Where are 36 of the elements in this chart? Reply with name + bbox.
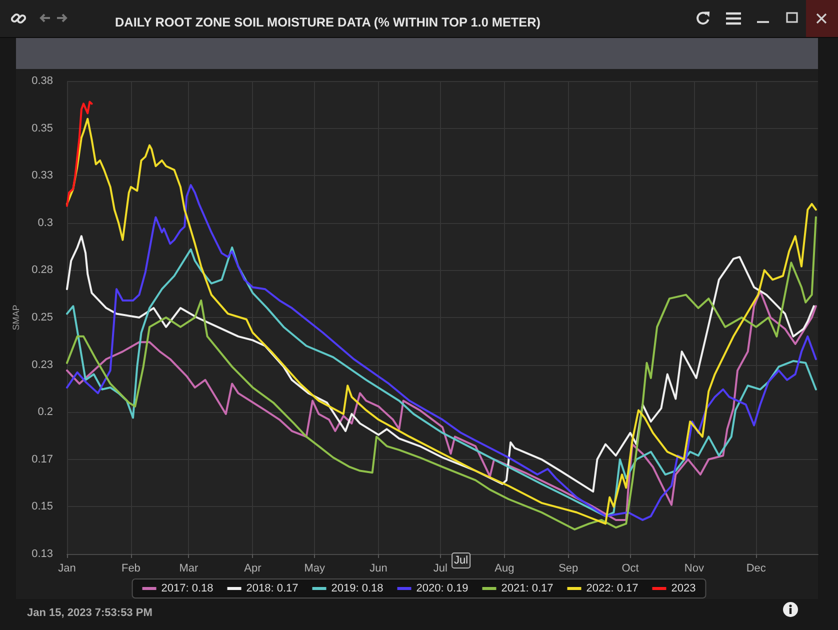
x-tick-label: Mar — [179, 562, 199, 574]
y-tick-label: 0.13 — [32, 548, 53, 560]
y-tick-label: 0.28 — [32, 264, 53, 276]
y-tick-label: 0.35 — [32, 122, 53, 134]
legend-label: 2022: 0.17 — [586, 582, 638, 594]
y-tick-label: 0.25 — [32, 312, 53, 324]
x-tick-label: Dec — [746, 562, 766, 574]
y-tick-label: 0.23 — [32, 358, 53, 371]
line-series — [66, 118, 817, 525]
x-tick-label: Jun — [370, 562, 388, 574]
x-tick-label: Sep — [558, 562, 578, 574]
text: Jan 15, 2023 7:53:53 PM — [27, 607, 152, 619]
chart-title: DAILY ROOT ZONE SOIL MOISTURE DATA (% WITHIN TOP 1.0 METER) — [115, 16, 541, 30]
x-tick-label: Apr — [244, 562, 262, 574]
annotation: Jul — [454, 554, 468, 566]
y-tick-label: 0.2 — [38, 406, 53, 418]
y-tick-label: 0.38 — [32, 75, 53, 87]
y-tick-label: 0.3 — [38, 216, 53, 229]
y-tick-label: 0.17 — [32, 453, 53, 466]
legend-label: 2019: 0.18 — [331, 582, 384, 594]
legend-label: 2018: 0.17 — [246, 582, 298, 594]
line-series — [66, 100, 93, 207]
legend-label: 2020: 0.19 — [416, 582, 468, 594]
x-tick-label: Aug — [494, 562, 514, 574]
x-tick-label: Jul — [433, 562, 448, 574]
y-tick-label: 0.15 — [32, 500, 53, 513]
x-tick-label: Jan — [58, 562, 76, 574]
x-tick-label: Feb — [121, 562, 140, 574]
x-tick-label: Oct — [622, 562, 639, 574]
legend-label: 2021: 0.17 — [501, 582, 554, 594]
x-tick-label: May — [304, 562, 326, 574]
legend-label: 2023 — [671, 582, 696, 594]
y-axis-title: SMAP — [11, 304, 22, 330]
legend-label: 2017: 0.18 — [161, 582, 214, 594]
x-tick-label: Nov — [684, 562, 704, 574]
y-tick-label: 0.33 — [32, 170, 53, 182]
